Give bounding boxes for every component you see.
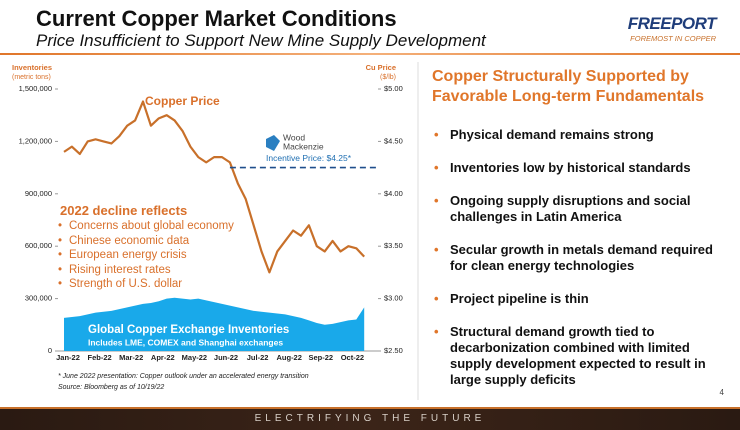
y-tick-label: 300,000: [25, 294, 52, 303]
x-tick-label: Apr-22: [151, 353, 175, 362]
y-tick-label: 1,200,000: [19, 136, 52, 145]
list-item: Project pipeline is thin: [432, 291, 722, 307]
page-number: 4: [719, 388, 724, 397]
y-tick-label: 900,000: [25, 189, 52, 198]
y2-tick-label: $3.50: [384, 241, 403, 250]
footnote: * June 2022 presentation: Copper outlook…: [58, 373, 309, 380]
x-tick-label: Jun-22: [214, 353, 238, 362]
y2-axis-title: ($/lb): [380, 74, 396, 81]
x-tick-label: May-22: [182, 353, 207, 362]
reference-source: Wood: [283, 132, 305, 142]
list-item: European energy crisis: [58, 248, 234, 263]
y-axis-title: Inventories: [12, 63, 52, 72]
panel-list: Physical demand remains strong Inventorie…: [432, 127, 722, 405]
footnote: Source: Bloomberg as of 10/19/22: [58, 384, 165, 391]
x-tick-label: Jan-22: [56, 353, 80, 362]
x-tick-label: Mar-22: [119, 353, 143, 362]
logo: FREEPORT FOREMOST IN COPPER: [627, 14, 717, 43]
x-tick-label: Aug-22: [276, 353, 301, 362]
header-rule: [0, 53, 740, 55]
x-tick-label: Sep-22: [308, 353, 333, 362]
y-tick-label: 0: [48, 346, 52, 355]
y-tick-label: 600,000: [25, 241, 52, 250]
footer: ELECTRIFYING THE FUTURE: [0, 407, 740, 430]
list-item: Strength of U.S. dollar: [58, 277, 234, 292]
annotation: Includes LME, COMEX and Shanghai exchang…: [88, 337, 283, 347]
list-item: Physical demand remains strong: [432, 127, 722, 143]
list-item: Secular growth in metals demand required…: [432, 242, 722, 274]
y2-tick-label: $5.00: [384, 84, 403, 93]
x-tick-label: Feb-22: [88, 353, 112, 362]
list-item: Concerns about global economy: [58, 219, 234, 234]
y2-tick-label: $3.00: [384, 294, 403, 303]
wm-icon: [266, 135, 280, 151]
x-tick-label: Jul-22: [247, 353, 269, 362]
y-tick-label: 1,500,000: [19, 84, 52, 93]
title: Current Copper Market Conditions: [36, 6, 397, 31]
reference-label: Incentive Price: $4.25*: [266, 153, 352, 163]
list-item: Chinese economic data: [58, 234, 234, 249]
list-item: Structural demand growth tied to decarbo…: [432, 324, 722, 388]
x-tick-label: Oct-22: [341, 353, 364, 362]
list-item: Ongoing supply disruptions and social ch…: [432, 193, 722, 225]
y2-tick-label: $4.00: [384, 189, 403, 198]
subtitle: Price Insufficient to Support New Mine S…: [36, 31, 486, 50]
reference-source: Mackenzie: [283, 141, 324, 151]
list-item: Inventories low by historical standards: [432, 160, 722, 176]
y2-axis-title: Cu Price: [366, 63, 396, 72]
footer-tagline: ELECTRIFYING THE FUTURE: [254, 413, 486, 424]
list-item: Rising interest rates: [58, 263, 234, 278]
decline-list: Concerns about global economyChinese eco…: [58, 219, 234, 292]
logo-text: FREEPORT: [627, 14, 717, 33]
inventory-area: [64, 297, 365, 351]
logo-tagline: FOREMOST IN COPPER: [630, 34, 716, 43]
y2-tick-label: $2.50: [384, 346, 403, 355]
series-label: Copper Price: [145, 94, 220, 108]
y2-tick-label: $4.50: [384, 136, 403, 145]
panel-title: Copper Structurally Supported by Favorab…: [432, 68, 705, 105]
decline-title: 2022 decline reflects: [60, 203, 188, 218]
price-line: [63, 100, 366, 274]
y-axis-title: (metric tons): [12, 74, 51, 81]
series-label: Global Copper Exchange Inventories: [88, 324, 289, 336]
